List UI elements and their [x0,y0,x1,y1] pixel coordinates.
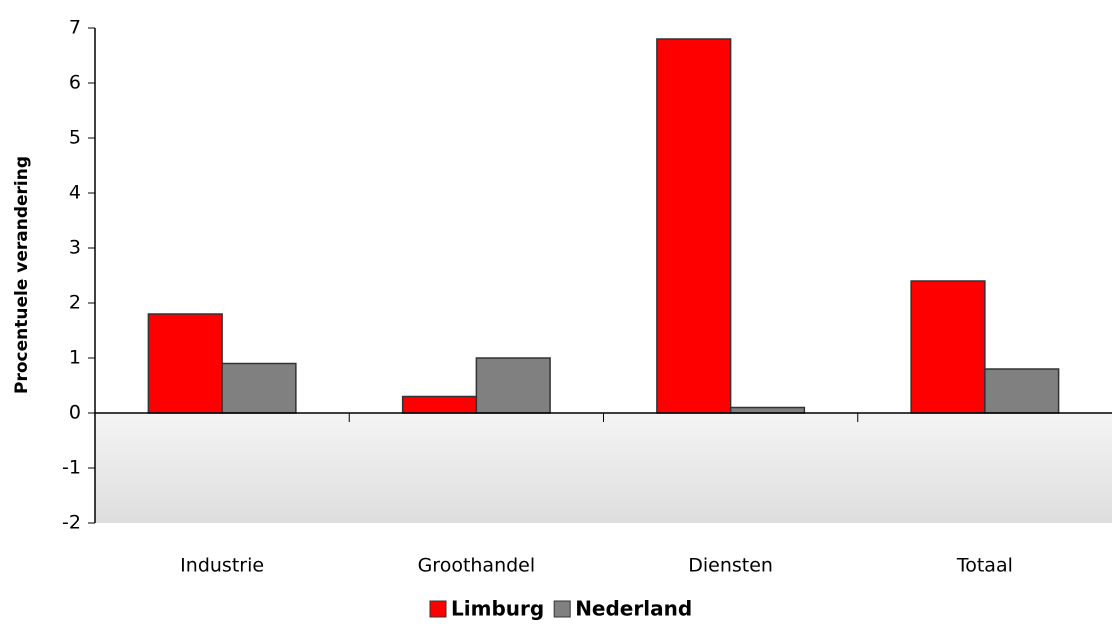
y-axis-label: Procentuele verandering [12,156,32,394]
bar [221,362,297,414]
legend-swatch [553,600,571,618]
x-tick-label: Totaal [956,555,1013,577]
y-tick-label: 5 [69,127,81,149]
bar [729,406,806,414]
legend-label: Nederland [575,597,692,621]
bar [656,38,732,414]
bar [147,313,223,414]
x-tick-label: Groothandel [418,555,536,577]
y-tick-label: 6 [69,72,81,94]
negative-region [95,413,1112,523]
y-tick-label: 3 [69,237,81,259]
y-tick-label: 0 [69,402,81,424]
x-tick-label: Industrie [180,555,264,577]
y-tick-label: 2 [69,292,81,314]
legend-label: Limburg [451,597,544,621]
y-tick-label: 1 [69,347,81,369]
y-tick-label: 4 [69,182,81,204]
bar [401,395,478,414]
y-tick-label: -1 [62,457,81,479]
y-tick-label: -2 [62,512,81,534]
legend-swatch [429,600,447,618]
x-tick-label: Diensten [688,555,773,577]
bar [984,368,1060,414]
y-tick-label: 7 [69,17,81,39]
bar [475,357,551,414]
bar [910,280,986,414]
